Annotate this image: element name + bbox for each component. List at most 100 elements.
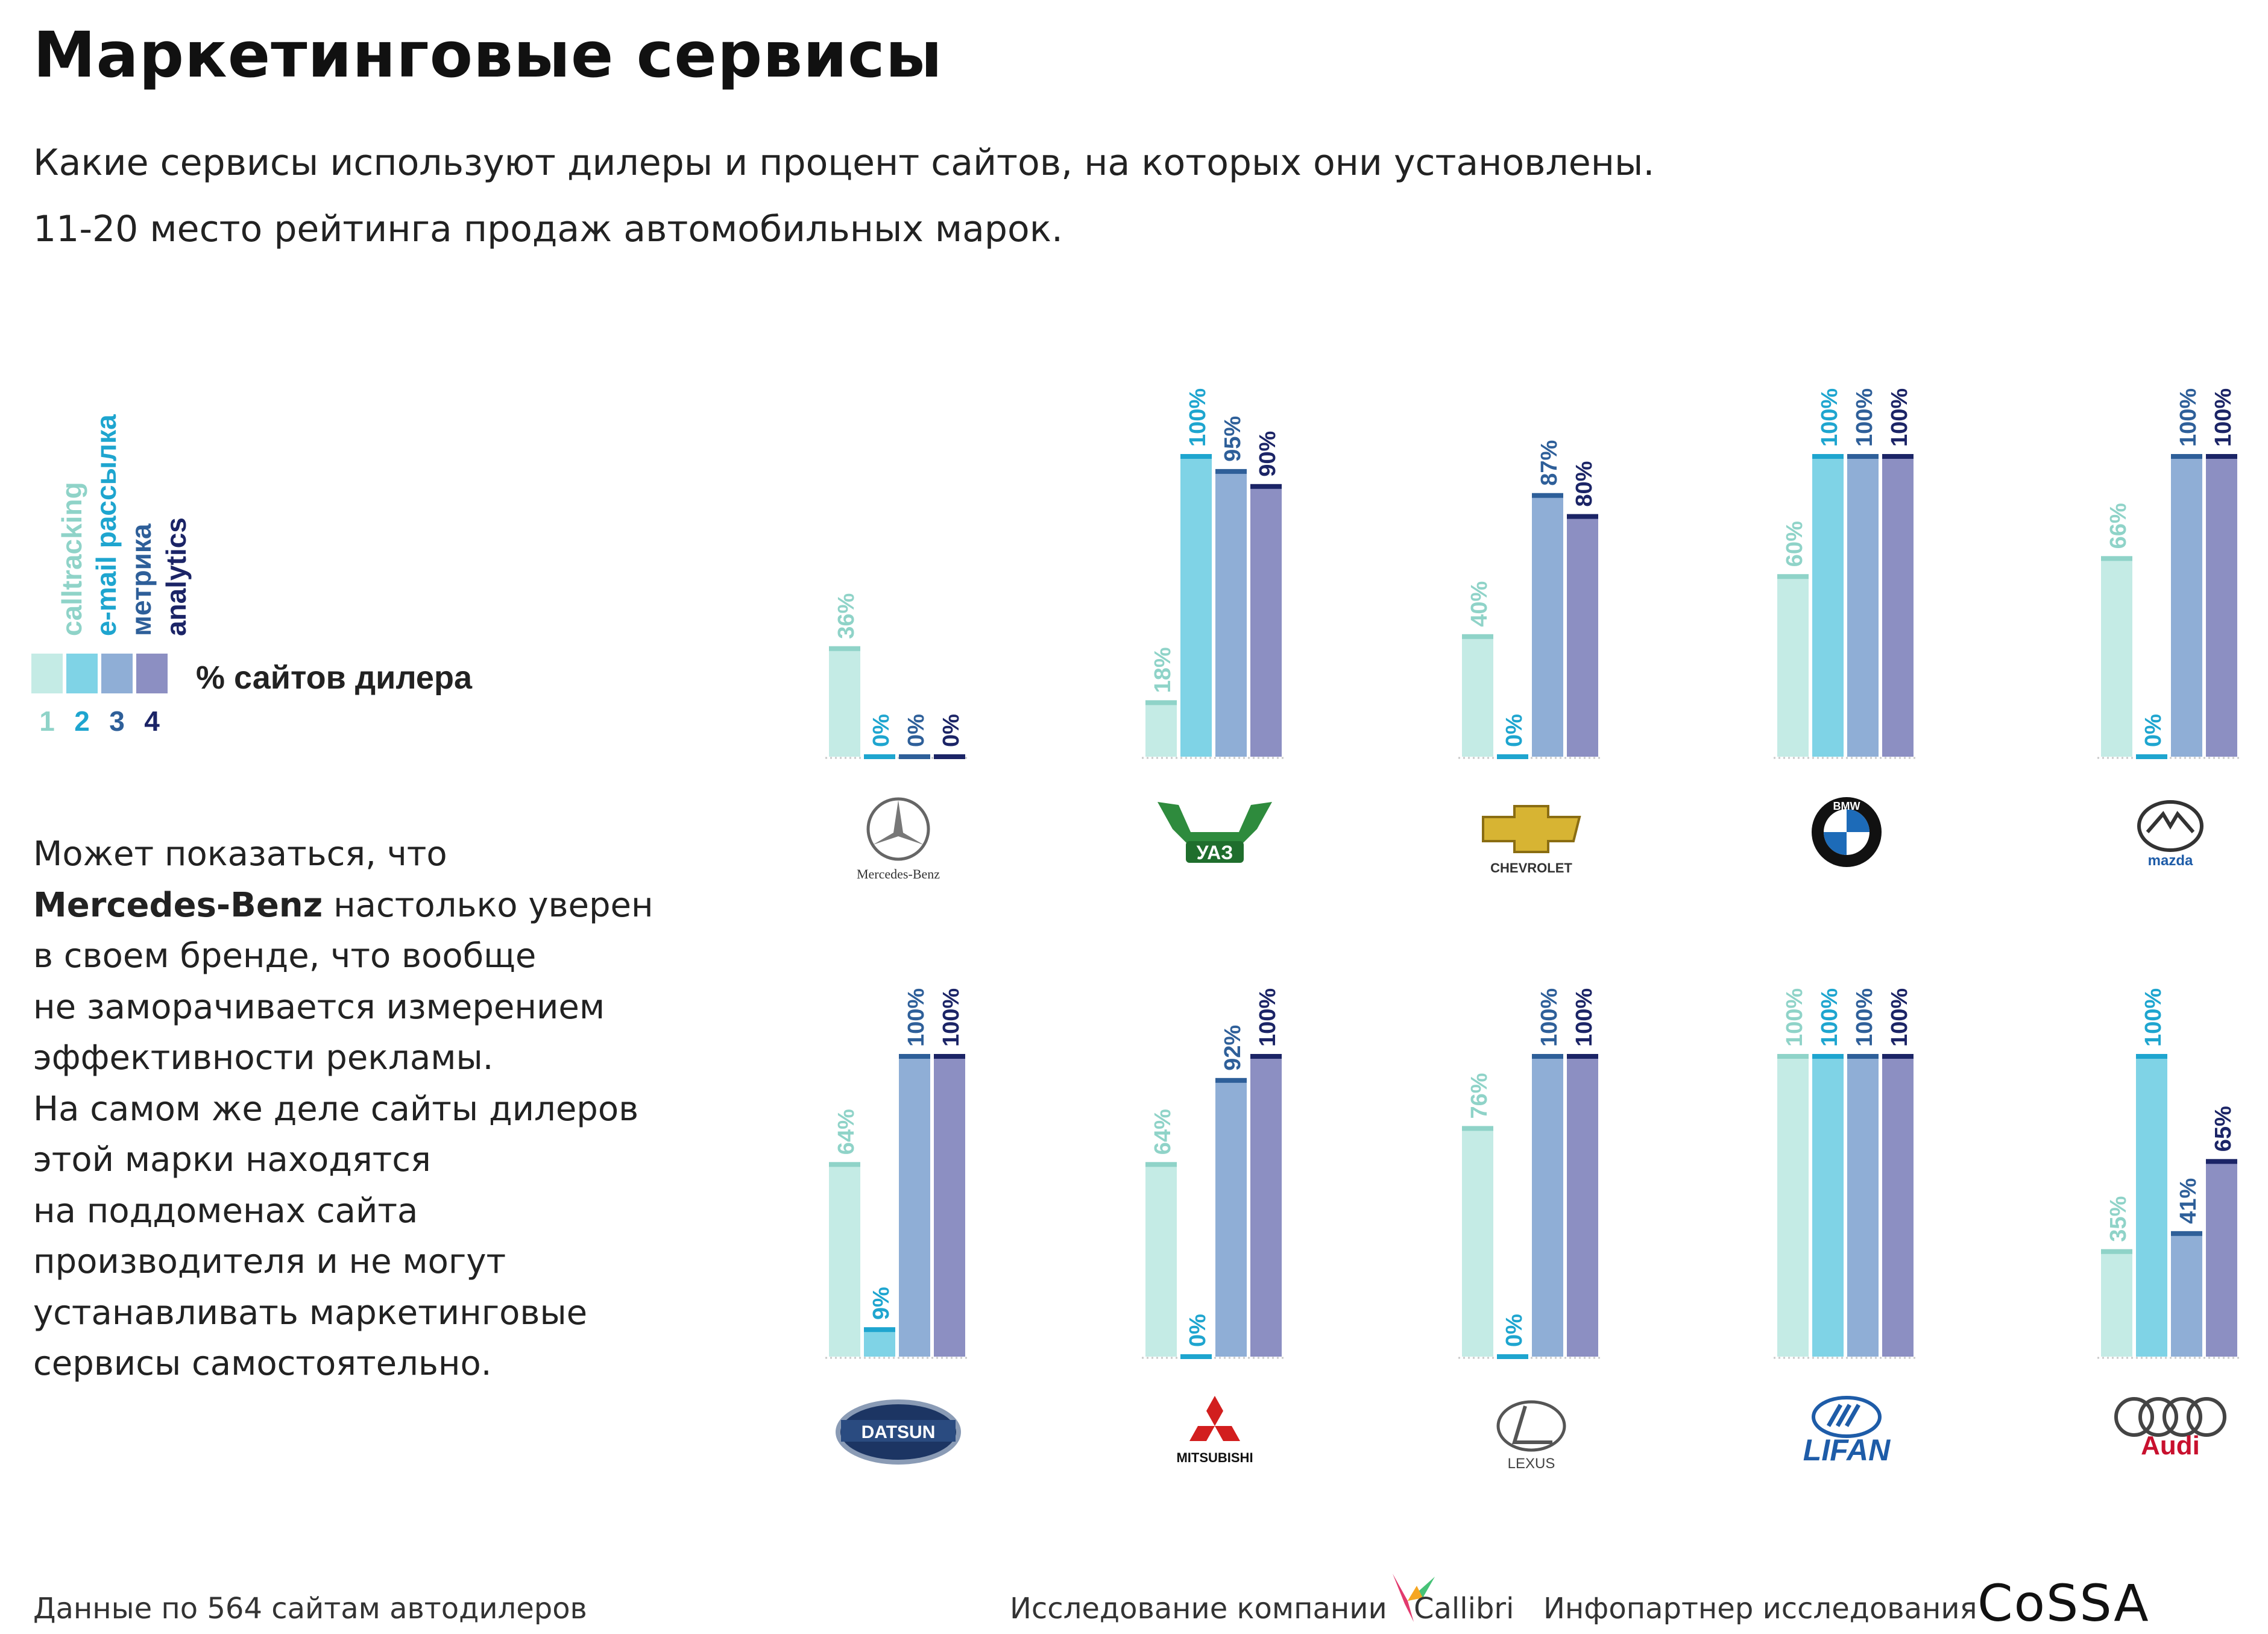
brand-logo-mazda: mazda — [2137, 800, 2203, 869]
bar-cap-lexus-analytics — [1567, 1054, 1598, 1059]
bar-mazda-метрика — [2171, 456, 2202, 757]
brand-logo-label: УАЗ — [1197, 842, 1233, 863]
brand-logo-bmw: BMW — [1812, 797, 1882, 867]
bar-cap-mercedes-benz-e-mail-рассылка — [864, 754, 895, 759]
brand-logo-label: Mercedes-Benz — [857, 866, 940, 882]
data-label-bmw-e-mail-рассылка: 100% — [1817, 388, 1842, 447]
brand-logo-label: mazda — [2148, 853, 2193, 869]
bar-datsun-analytics — [934, 1056, 965, 1357]
bar-cap-chevrolet-e-mail-рассылка — [1497, 754, 1528, 759]
brand-logo-label: Audi — [2141, 1431, 2200, 1460]
bar-cap-lifan-e-mail-рассылка — [1812, 1054, 1844, 1059]
audi-ring-icon — [2187, 1397, 2226, 1437]
bar-mitsubishi-calltracking — [1145, 1164, 1177, 1357]
note-line: Может показаться, что — [33, 834, 447, 874]
bar-lifan-analytics — [1882, 1056, 1914, 1357]
bar-cap-уаз-e-mail-рассылка — [1180, 454, 1212, 459]
bar-mitsubishi-analytics — [1250, 1056, 1282, 1357]
data-label-lifan-calltracking: 100% — [1782, 988, 1807, 1047]
data-label-mercedes-benz-e-mail-рассылка: 0% — [869, 714, 894, 747]
bar-cap-mazda-метрика — [2171, 454, 2202, 459]
bar-cap-chevrolet-calltracking — [1462, 634, 1493, 639]
legend-swatch-cap-analytics — [136, 654, 168, 658]
mazda-wings-icon — [2146, 810, 2195, 833]
bar-audi-calltracking — [2101, 1251, 2132, 1357]
data-label-datsun-calltracking: 64% — [834, 1109, 859, 1155]
bar-chevrolet-analytics — [1567, 516, 1598, 757]
bar-cap-bmw-e-mail-рассылка — [1812, 454, 1844, 459]
brand-logo-lifan: LIFAN — [1803, 1396, 1891, 1467]
data-label-lexus-метрика: 100% — [1537, 988, 1562, 1047]
brand-group-уаз: 18% 100% 95% 90% — [1142, 388, 1287, 759]
bar-lexus-calltracking — [1462, 1128, 1493, 1357]
legend-label-metrika: метрика — [125, 523, 157, 636]
legend-swatch-metrika — [101, 657, 133, 693]
legend-item-email: e-mail рассылка 2 — [66, 414, 122, 737]
data-label-mazda-analytics: 100% — [2211, 388, 2236, 447]
bar-уаз-calltracking — [1145, 702, 1177, 757]
bar-уаз-e-mail-рассылка — [1180, 456, 1212, 757]
note-line: Mercedes-Benz настолько уверен — [33, 880, 696, 932]
legend-caption: % сайтов дилера — [196, 660, 473, 696]
brand-group-audi: 35% 100% 41% 65% — [2097, 988, 2242, 1359]
bar-cap-lifan-analytics — [1882, 1054, 1914, 1059]
bar-cap-уаз-calltracking — [1145, 700, 1177, 705]
data-label-mitsubishi-e-mail-рассылка: 0% — [1185, 1314, 1211, 1347]
bar-audi-метрика — [2171, 1233, 2202, 1357]
legend-item-analytics: analytics 4 — [136, 517, 192, 737]
legend-label-email: e-mail рассылка — [90, 414, 122, 636]
brand-logo-mercedes-benz: Mercedes-Benz — [857, 797, 940, 882]
note-line: устанавливать маркетинговые — [33, 1293, 588, 1333]
data-label-mazda-e-mail-рассылка: 0% — [2141, 714, 2166, 747]
data-label-mitsubishi-метрика: 92% — [1220, 1025, 1246, 1071]
bar-audi-analytics — [2206, 1161, 2237, 1357]
bar-chevrolet-метрика — [1532, 495, 1563, 757]
legend: calltracking 1 e-mail рассылка 2 метрика… — [31, 414, 473, 737]
bar-cap-lexus-e-mail-рассылка — [1497, 1354, 1528, 1359]
legend-item-metrika: метрика 3 — [101, 523, 157, 737]
data-label-уаз-analytics: 90% — [1255, 431, 1280, 477]
subtitle-line-2: 11-20 место рейтинга продаж автомобильны… — [33, 208, 1063, 250]
bar-mitsubishi-метрика — [1215, 1080, 1247, 1357]
legend-number-3: 3 — [109, 705, 125, 737]
footer-partner-label: Инфопартнер исследования — [1543, 1592, 1977, 1626]
bar-cap-audi-analytics — [2206, 1159, 2237, 1164]
bar-mazda-calltracking — [2101, 558, 2132, 757]
bar-cap-bmw-analytics — [1882, 454, 1914, 459]
bar-mazda-analytics — [2206, 456, 2237, 757]
audi-ring-icon — [2114, 1397, 2154, 1437]
uaz-wings-icon — [1158, 802, 1272, 844]
bar-cap-datsun-e-mail-рассылка — [864, 1327, 895, 1333]
uaz-plate-icon — [1186, 841, 1244, 863]
bar-bmw-analytics — [1882, 456, 1914, 757]
bar-chart: 36% 0% 0% 0% 18% 100% 95% 90% 40% 0% 87% 80% 60% 100%… — [825, 388, 2242, 1472]
bar-cap-mitsubishi-метрика — [1215, 1077, 1247, 1083]
brand-logo-уаз: УАЗ — [1158, 802, 1272, 863]
bar-cap-audi-метрика — [2171, 1231, 2202, 1236]
mitsubishi-diamonds-icon — [1189, 1396, 1240, 1441]
brand-logo-label: LEXUS — [1508, 1456, 1555, 1472]
data-label-chevrolet-calltracking: 40% — [1467, 581, 1492, 627]
legend-number-2: 2 — [74, 705, 90, 737]
datsun-band-icon — [841, 1420, 956, 1442]
data-label-mitsubishi-analytics: 100% — [1255, 988, 1280, 1047]
data-label-datsun-analytics: 100% — [939, 988, 964, 1047]
note-line: на поддоменах сайта — [33, 1191, 418, 1231]
brand-logo-label: BMW — [1833, 800, 1860, 812]
bar-cap-lifan-calltracking — [1777, 1054, 1809, 1059]
data-label-audi-e-mail-рассылка: 100% — [2141, 988, 2166, 1047]
bar-cap-audi-calltracking — [2101, 1249, 2132, 1254]
data-label-chevrolet-analytics: 80% — [1572, 461, 1597, 507]
data-label-lexus-calltracking: 76% — [1467, 1073, 1492, 1118]
bar-lifan-calltracking — [1777, 1056, 1809, 1357]
mazda-oval-icon — [2137, 800, 2203, 852]
bar-cap-bmw-calltracking — [1777, 574, 1809, 579]
bar-cap-mazda-analytics — [2206, 454, 2237, 459]
brand-group-datsun: 64% 9% 100% 100% — [825, 988, 970, 1359]
brand-group-bmw: 60% 100% 100% 100% — [1774, 388, 1918, 759]
bar-cap-mazda-calltracking — [2101, 556, 2132, 561]
bmw-quarter-icon — [1847, 809, 1870, 832]
bar-cap-mitsubishi-calltracking — [1145, 1162, 1177, 1167]
legend-number-4: 4 — [144, 705, 160, 737]
bar-lifan-e-mail-рассылка — [1812, 1056, 1844, 1357]
